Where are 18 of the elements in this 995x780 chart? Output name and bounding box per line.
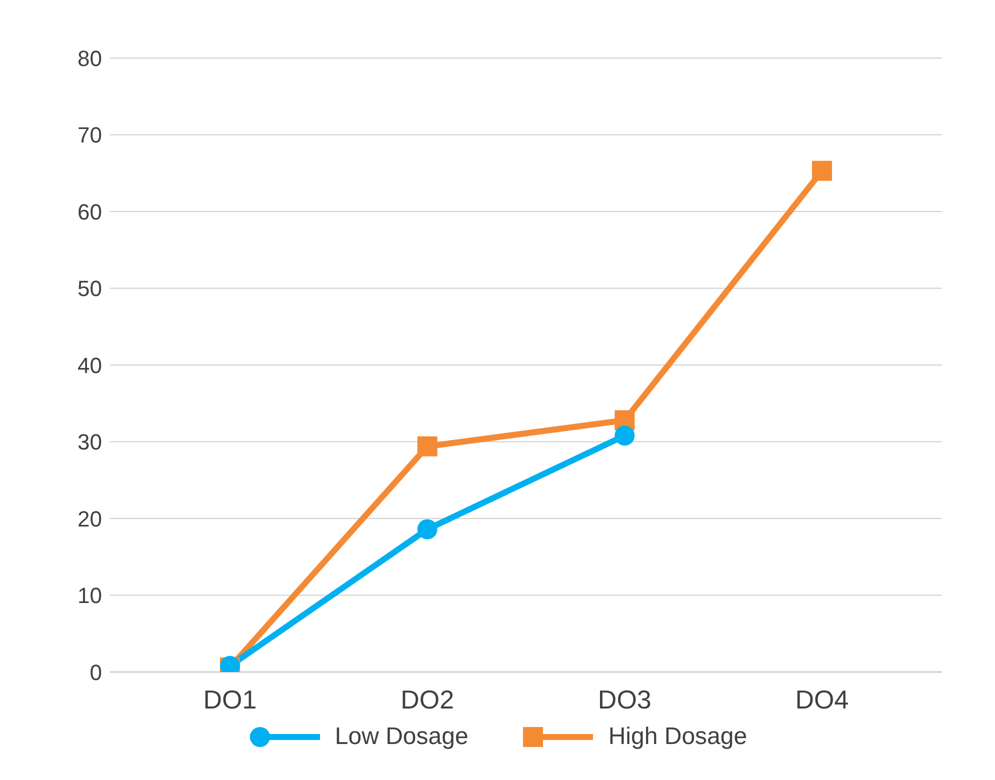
y-tick-label: 80 bbox=[78, 46, 102, 71]
point bbox=[417, 436, 438, 456]
y-tick-label: 20 bbox=[78, 506, 102, 532]
legend-label: Low Dosage bbox=[334, 723, 468, 751]
y-tick-label: 60 bbox=[78, 199, 102, 224]
point bbox=[614, 426, 635, 446]
x-tick-label: DO1 bbox=[203, 684, 257, 714]
y-tick-label: 50 bbox=[78, 276, 102, 302]
y-tick-label: 0 bbox=[90, 660, 102, 685]
y-tick-label: 70 bbox=[78, 122, 102, 148]
y-tick-label: 10 bbox=[78, 583, 102, 608]
point bbox=[417, 519, 438, 540]
legend-label: High Dosage bbox=[608, 723, 748, 751]
y-tick-label: 40 bbox=[78, 352, 102, 378]
x-tick-label: DO2 bbox=[400, 684, 454, 714]
x-tick-label: DO3 bbox=[598, 684, 652, 714]
x-tick-label: DO4 bbox=[795, 684, 849, 714]
y-tick-label: 30 bbox=[78, 430, 102, 455]
